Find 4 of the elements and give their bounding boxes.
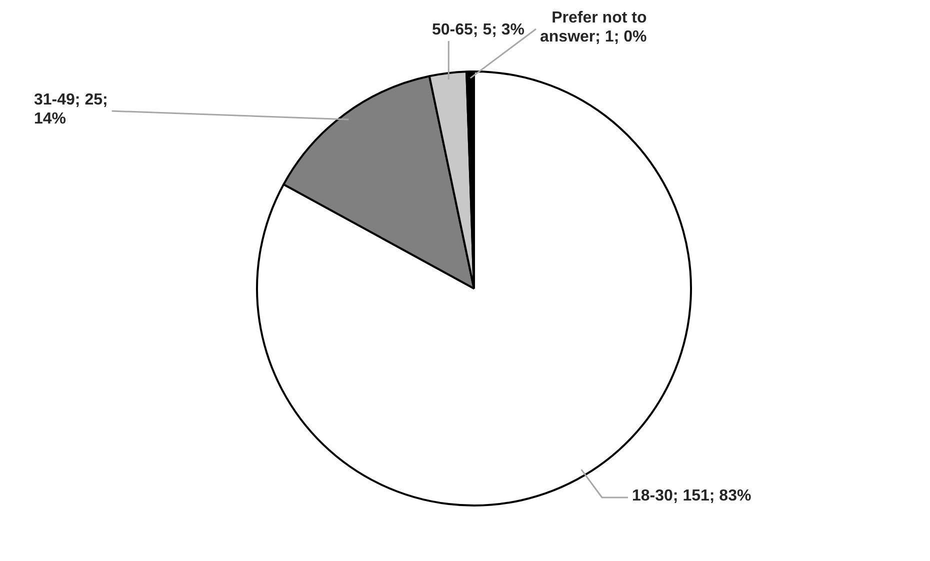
slice-label: 31-49; 25; 14%	[34, 91, 108, 128]
slice-label: Prefer not to answer; 1; 0%	[540, 9, 647, 46]
slice-label: 18-30; 151; 83%	[632, 487, 752, 504]
slice-label: 50-65; 5; 3%	[432, 21, 524, 38]
